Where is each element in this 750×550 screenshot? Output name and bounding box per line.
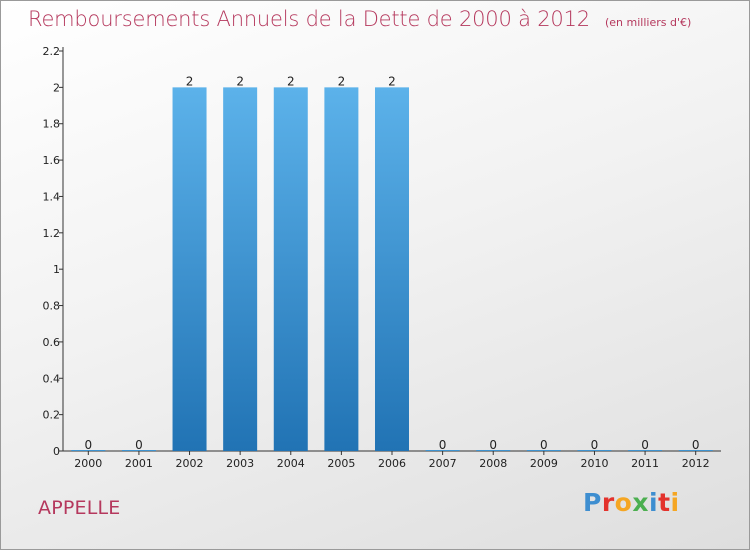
y-tick-label: 1.4: [43, 190, 61, 203]
bar-2005: [324, 87, 359, 451]
x-tick-label: 2009: [530, 457, 558, 470]
x-tick-label: 2008: [479, 457, 507, 470]
proxiti-logo: Proxiti: [583, 488, 680, 517]
x-tick-label: 2011: [631, 457, 659, 470]
y-tick-label: 0.2: [43, 409, 61, 422]
bar-2001: [121, 450, 156, 451]
bar-2003: [223, 87, 258, 451]
data-label: 2: [287, 74, 295, 88]
y-tick-label: 1: [53, 263, 60, 276]
x-tick-label: 2004: [277, 457, 305, 470]
data-label: 0: [439, 438, 447, 452]
data-label: 0: [692, 438, 700, 452]
x-tick-label: 2001: [125, 457, 153, 470]
x-tick-label: 2006: [378, 457, 406, 470]
y-tick-label: 1.8: [43, 118, 61, 131]
commune-name: APPELLE: [38, 497, 121, 519]
x-tick-label: 2005: [327, 457, 355, 470]
logo-letter: P: [583, 488, 602, 517]
logo-letter: o: [614, 488, 633, 517]
y-tick-label: 1.2: [43, 227, 61, 240]
bar-2000: [71, 450, 106, 451]
data-label: 2: [186, 74, 194, 88]
x-tick-label: 2012: [682, 457, 710, 470]
x-tick-label: 2010: [580, 457, 608, 470]
logo-letter: x: [632, 488, 649, 517]
y-tick-label: 2.2: [43, 45, 61, 58]
data-label: 0: [84, 438, 92, 452]
y-tick-label: 0: [53, 445, 60, 458]
logo-letter: i: [649, 488, 659, 517]
y-tick-label: 0.8: [43, 300, 61, 313]
bar-2004: [273, 87, 308, 451]
data-label: 0: [135, 438, 143, 452]
bar-2008: [476, 450, 511, 451]
chart-title-main: Remboursements Annuels de la Dette de 20…: [28, 7, 590, 31]
data-label: 2: [388, 74, 396, 88]
data-label: 0: [641, 438, 649, 452]
data-label: 0: [489, 438, 497, 452]
bar-2009: [526, 450, 561, 451]
y-tick-label: 0.4: [43, 372, 61, 385]
bar-2002: [172, 87, 207, 451]
logo-letter: i: [670, 488, 680, 517]
x-tick-label: 2007: [429, 457, 457, 470]
bar-2010: [577, 450, 612, 451]
y-tick-label: 2: [53, 81, 60, 94]
data-label: 2: [338, 74, 346, 88]
bar-2012: [678, 450, 713, 451]
data-label: 0: [591, 438, 599, 452]
data-label: 2: [236, 74, 244, 88]
bar-2006: [375, 87, 409, 451]
x-tick-label: 2003: [226, 457, 254, 470]
chart-title: Remboursements Annuels de la Dette de 20…: [28, 7, 691, 31]
x-tick-label: 2002: [176, 457, 204, 470]
logo-letter: r: [601, 488, 615, 517]
y-tick-label: 1.6: [43, 154, 61, 167]
bar-2011: [628, 450, 663, 451]
x-tick-label: 2000: [74, 457, 102, 470]
chart-subtitle: (en milliers d'€): [605, 16, 692, 29]
data-label: 0: [540, 438, 548, 452]
y-tick-label: 0.6: [43, 336, 61, 349]
logo-letter: t: [658, 488, 671, 517]
bar-2007: [425, 450, 460, 451]
